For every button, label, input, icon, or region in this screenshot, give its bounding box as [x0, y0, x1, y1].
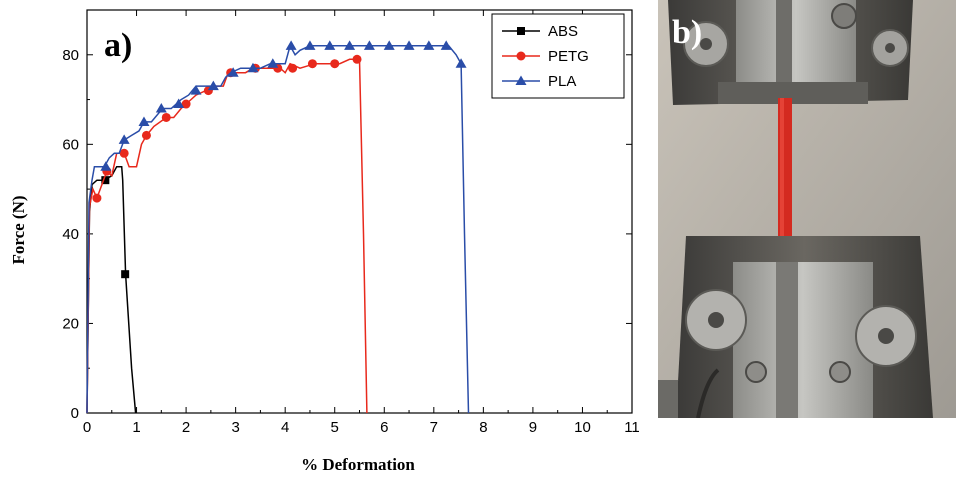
x-tick-label: 11 [624, 419, 640, 436]
x-tick-label: 6 [380, 419, 388, 436]
data-point-petg [307, 59, 317, 69]
series-group [86, 40, 470, 414]
legend-marker-abs [517, 27, 525, 35]
series-abs [86, 165, 137, 414]
data-point-petg [161, 112, 171, 122]
data-point-petg [288, 63, 298, 73]
x-tick-label: 0 [83, 419, 91, 436]
data-point-pla [207, 80, 219, 91]
data-point-pla [227, 67, 239, 77]
y-axis-title: Force (N) [9, 195, 28, 264]
data-point-abs [101, 176, 110, 185]
data-point-petg [119, 148, 129, 158]
upper-grip [668, 0, 913, 105]
data-point-pla [100, 161, 112, 171]
y-tick-label: 60 [62, 136, 79, 153]
series-pla [86, 40, 470, 414]
x-axis-title: % Deformation [301, 455, 415, 474]
chart-svg: 0 1 2 3 4 5 6 7 8 9 10 11 0 20 40 60 80 ABS PETG PLA a) % … [9, 9, 640, 474]
data-point-petg [181, 99, 191, 109]
data-point-pla [324, 40, 336, 50]
panel-b-label: b) [672, 14, 703, 51]
series-line-pla [86, 43, 470, 414]
data-point-pla [423, 40, 435, 50]
legend: ABS PETG PLA [491, 13, 625, 99]
x-tick-label: 3 [231, 419, 239, 436]
data-point-pla [455, 58, 467, 68]
x-tick-label: 1 [132, 419, 140, 436]
x-tick-label: 5 [331, 419, 339, 436]
data-point-abs [121, 270, 130, 279]
legend-entry-pla: PLA [548, 73, 576, 90]
data-point-pla [403, 40, 415, 50]
data-point-pla [155, 103, 167, 113]
data-point-pla [440, 40, 452, 50]
tensile-test-photo: b) [658, 0, 956, 419]
data-point-pla [344, 40, 356, 50]
panel-a-label: a) [104, 27, 132, 64]
y-tick-label: 80 [62, 47, 79, 64]
x-tick-label: 7 [430, 419, 438, 436]
data-point-petg [330, 59, 340, 69]
legend-marker-petg [516, 51, 526, 61]
tensile-test-grips-icon [658, 0, 956, 419]
data-point-pla [267, 58, 279, 68]
legend-marker-pla [515, 75, 527, 85]
force-deformation-chart: 0 1 2 3 4 5 6 7 8 9 10 11 0 20 40 60 80 ABS PETG PLA a) % … [9, 9, 640, 474]
data-point-pla [173, 98, 185, 109]
data-point-pla [247, 62, 259, 73]
data-point-pla [285, 40, 297, 50]
x-tick-label: 8 [479, 419, 487, 436]
x-tick-label: 2 [182, 419, 190, 436]
y-tick-label: 40 [62, 226, 79, 243]
legend-entry-petg: PETG [548, 48, 589, 65]
x-tick-label: 9 [529, 419, 537, 436]
series-line-abs [86, 165, 137, 414]
axes-group: 0 1 2 3 4 5 6 7 8 9 10 11 0 20 40 60 80 [62, 9, 640, 436]
legend-entry-abs: ABS [548, 23, 578, 40]
series-petg [86, 54, 368, 414]
data-point-petg [141, 130, 151, 140]
data-point-pla [190, 85, 202, 95]
data-point-pla [363, 40, 375, 50]
data-point-pla [383, 40, 395, 50]
series-line-petg [86, 58, 368, 414]
x-tick-label: 10 [574, 419, 591, 436]
data-point-petg [92, 193, 102, 203]
data-point-pla [304, 40, 316, 50]
y-tick-label: 0 [71, 405, 79, 422]
data-point-petg [352, 54, 362, 64]
data-point-pla [118, 134, 130, 144]
data-point-pla [138, 116, 150, 126]
y-tick-label: 20 [62, 315, 79, 332]
lower-grip [676, 236, 933, 419]
x-tick-label: 4 [281, 419, 289, 436]
